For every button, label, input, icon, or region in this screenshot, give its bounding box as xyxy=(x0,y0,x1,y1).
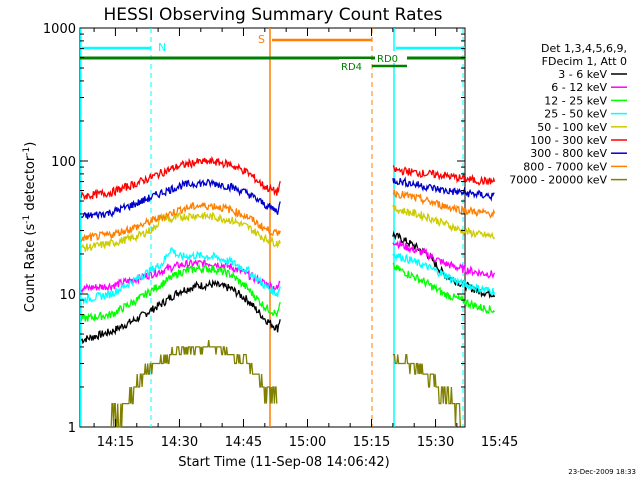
y-tick-label: 100 xyxy=(51,155,76,170)
rd0-label: RD0 xyxy=(377,54,398,65)
y-axis-label: Count Rate (s-1 detector-1) xyxy=(22,142,38,313)
legend-label: 3 - 6 keV xyxy=(558,68,607,81)
y-tick-label: 10 xyxy=(59,288,76,303)
legend-label: 300 - 800 keV xyxy=(530,147,607,160)
chart-title: HESSI Observing Summary Count Rates xyxy=(103,5,442,25)
axes-layer: 1 10 100 1000 14:15 14:30 14:45 15:00 15:15 15:30… xyxy=(43,22,518,450)
x-axis-label: Start Time (11-Sep-08 14:06:42) xyxy=(178,455,389,470)
saa-label: S xyxy=(258,33,265,46)
x-tick-label: 14:15 xyxy=(97,435,134,450)
series-line-1 xyxy=(80,240,496,294)
legend-label: 50 - 100 keV xyxy=(537,121,607,134)
x-tick-label: 15:15 xyxy=(353,435,390,450)
y-tick-label: 1000 xyxy=(43,22,76,37)
annotation-layer: N S RD4 RD0 xyxy=(80,28,465,427)
x-tick-label: 15:00 xyxy=(289,435,326,450)
rd4-label-bg xyxy=(339,59,371,72)
y-tick-label: 1 xyxy=(68,421,76,436)
legend-label: 25 - 50 keV xyxy=(544,108,607,121)
legend-header-1: Det 1,3,4,5,6,9, xyxy=(541,42,627,55)
series-line-6 xyxy=(80,176,495,220)
x-tick-label: 14:30 xyxy=(161,435,198,450)
legend-header-2: FDecim 1, Att 0 xyxy=(542,55,627,68)
series-line-7 xyxy=(80,189,496,243)
x-tick-label: 15:30 xyxy=(417,435,454,450)
rd0-label-bg xyxy=(375,51,407,63)
night-label: N xyxy=(158,41,166,54)
legend-label: 7000 - 20000 keV xyxy=(509,174,607,187)
legend-label: 6 - 12 keV xyxy=(551,81,607,94)
x-tick-label: 14:45 xyxy=(225,435,262,450)
night-label-bg xyxy=(153,40,167,54)
series-line-2 xyxy=(80,262,496,322)
series-line-8 xyxy=(110,340,461,428)
legend-label: 100 - 300 keV xyxy=(530,134,607,147)
x-tick-label: 15:45 xyxy=(481,435,518,450)
series-layer xyxy=(80,155,496,428)
series-line-3 xyxy=(81,246,496,306)
night-start-line xyxy=(80,28,82,427)
series-line-5 xyxy=(80,155,496,200)
legend-label: 12 - 25 keV xyxy=(544,94,607,107)
legend: Det 1,3,4,5,6,9, FDecim 1, Att 0 3 - 6 k… xyxy=(509,42,627,187)
footer-date: 23-Dec-2009 18:33 xyxy=(568,468,636,476)
rd4-label: RD4 xyxy=(341,62,362,73)
series-line-4 xyxy=(80,204,496,252)
legend-label: 800 - 7000 keV xyxy=(523,160,607,173)
